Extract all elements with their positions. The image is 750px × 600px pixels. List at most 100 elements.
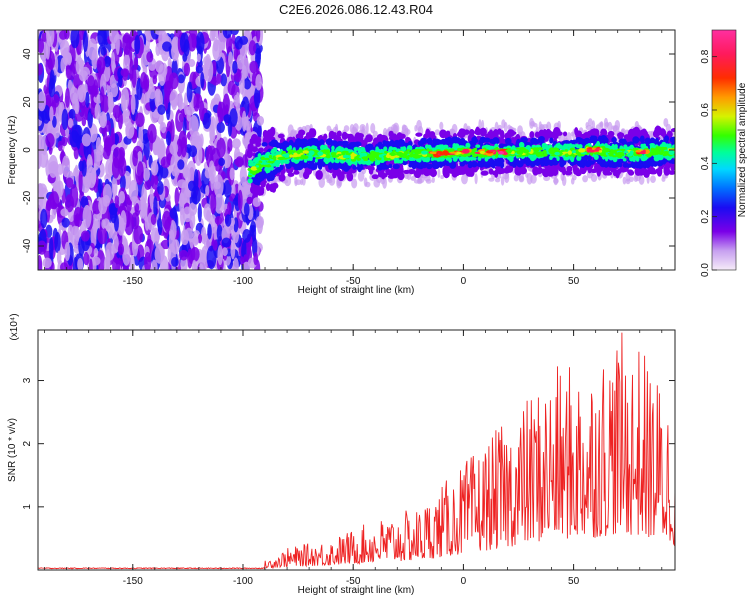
ridge-blob: [252, 190, 260, 197]
ridge-blob: [246, 196, 253, 205]
ridge-blob: [265, 182, 271, 192]
ridge-blob: [492, 171, 498, 176]
noise-speckle: [97, 30, 107, 47]
ridge-blob: [392, 163, 400, 170]
ridge-blob: [479, 160, 484, 168]
chart-title: C2E6.2026.086.12.43.R04: [279, 2, 433, 17]
noise-speckle: [170, 37, 179, 62]
noise-speckle: [121, 94, 126, 112]
noise-speckle: [148, 88, 157, 100]
noise-speckle: [256, 115, 265, 126]
ridge-blob: [543, 157, 548, 164]
noise-speckle: [255, 74, 262, 91]
noise-speckle: [205, 185, 210, 197]
noise-speckle: [154, 30, 165, 36]
noise-speckle: [236, 54, 245, 70]
noise-speckle: [98, 197, 108, 215]
noise-speckle: [107, 91, 114, 112]
ridge-blob: [613, 169, 620, 175]
halo-speckle: [404, 173, 409, 180]
noise-speckle: [217, 101, 223, 124]
ridge-blob: [326, 155, 331, 159]
noise-speckle: [111, 51, 116, 73]
noise-speckle: [40, 208, 48, 229]
noise-speckle: [68, 108, 76, 120]
halo-speckle: [294, 176, 298, 187]
noise-speckle: [90, 225, 98, 248]
halo-speckle: [582, 175, 589, 183]
ridge-blob: [576, 144, 581, 149]
noise-speckle: [180, 136, 187, 158]
noise-speckle: [114, 195, 119, 209]
ridge-blob: [277, 133, 285, 139]
noise-speckle: [157, 104, 166, 115]
noise-speckle: [97, 178, 103, 195]
ridge-blob: [625, 163, 633, 168]
noise-speckle: [184, 227, 193, 241]
noise-speckle: [49, 191, 60, 210]
ridge-blob: [611, 136, 617, 143]
noise-speckle: [165, 130, 172, 146]
ridge-blob: [341, 133, 347, 139]
noise-speckle: [117, 243, 125, 256]
noise-speckle: [73, 147, 79, 160]
noise-speckle: [48, 154, 59, 178]
noise-speckle: [196, 53, 201, 63]
noise-speckle: [221, 237, 232, 248]
noise-speckle: [88, 258, 93, 270]
noise-speckle: [122, 243, 131, 266]
noise-speckle: [115, 31, 120, 56]
noise-speckle: [124, 117, 132, 127]
noise-speckle: [64, 241, 71, 262]
noise-speckle: [232, 60, 238, 74]
noise-speckle: [154, 229, 160, 247]
ridge-blob: [402, 146, 407, 152]
ridge-blob: [632, 127, 637, 138]
ridge-blob: [628, 170, 635, 176]
halo-speckle: [413, 179, 421, 184]
noise-speckle: [169, 89, 179, 108]
noise-speckle: [61, 155, 71, 178]
ridge-blob: [385, 169, 392, 176]
noise-speckle: [179, 249, 189, 261]
ridge-blob: [371, 174, 379, 180]
noise-speckle: [242, 154, 249, 169]
noise-speckle: [103, 55, 111, 68]
noise-speckle: [57, 140, 63, 152]
ridge-blob: [364, 137, 370, 143]
halo-speckle: [533, 123, 538, 128]
ridge-blob: [645, 161, 651, 168]
halo-speckle: [370, 122, 376, 134]
noise-speckle: [210, 173, 215, 192]
ridge-blob: [265, 167, 271, 174]
noise-speckle: [157, 218, 163, 236]
halo-speckle: [650, 175, 656, 184]
ridge-blob: [454, 171, 460, 177]
noise-speckle: [211, 30, 216, 41]
ridge-blob: [417, 157, 422, 163]
noise-speckle: [60, 262, 69, 270]
halo-speckle: [414, 124, 418, 132]
noise-speckle: [169, 141, 179, 156]
noise-speckle: [234, 35, 243, 50]
noise-speckle: [242, 261, 251, 270]
noise-speckle: [231, 138, 241, 149]
noise-speckle: [141, 183, 147, 208]
noise-speckle: [160, 122, 167, 134]
noise-speckle: [178, 91, 183, 111]
noise-speckle: [253, 252, 259, 266]
noise-speckle: [42, 257, 52, 269]
noise-speckle: [186, 160, 196, 182]
ridge-blob: [612, 157, 618, 163]
noise-speckle: [69, 183, 79, 208]
noise-speckle: [87, 75, 96, 92]
halo-speckle: [530, 174, 537, 184]
noise-speckle: [212, 239, 218, 251]
noise-speckle: [147, 123, 157, 144]
noise-speckle: [38, 63, 43, 76]
noise-speckle: [67, 118, 74, 128]
noise-speckle: [188, 59, 196, 68]
noise-speckle: [195, 65, 203, 74]
ridge-blob: [302, 171, 310, 180]
noise-speckle: [77, 84, 86, 103]
